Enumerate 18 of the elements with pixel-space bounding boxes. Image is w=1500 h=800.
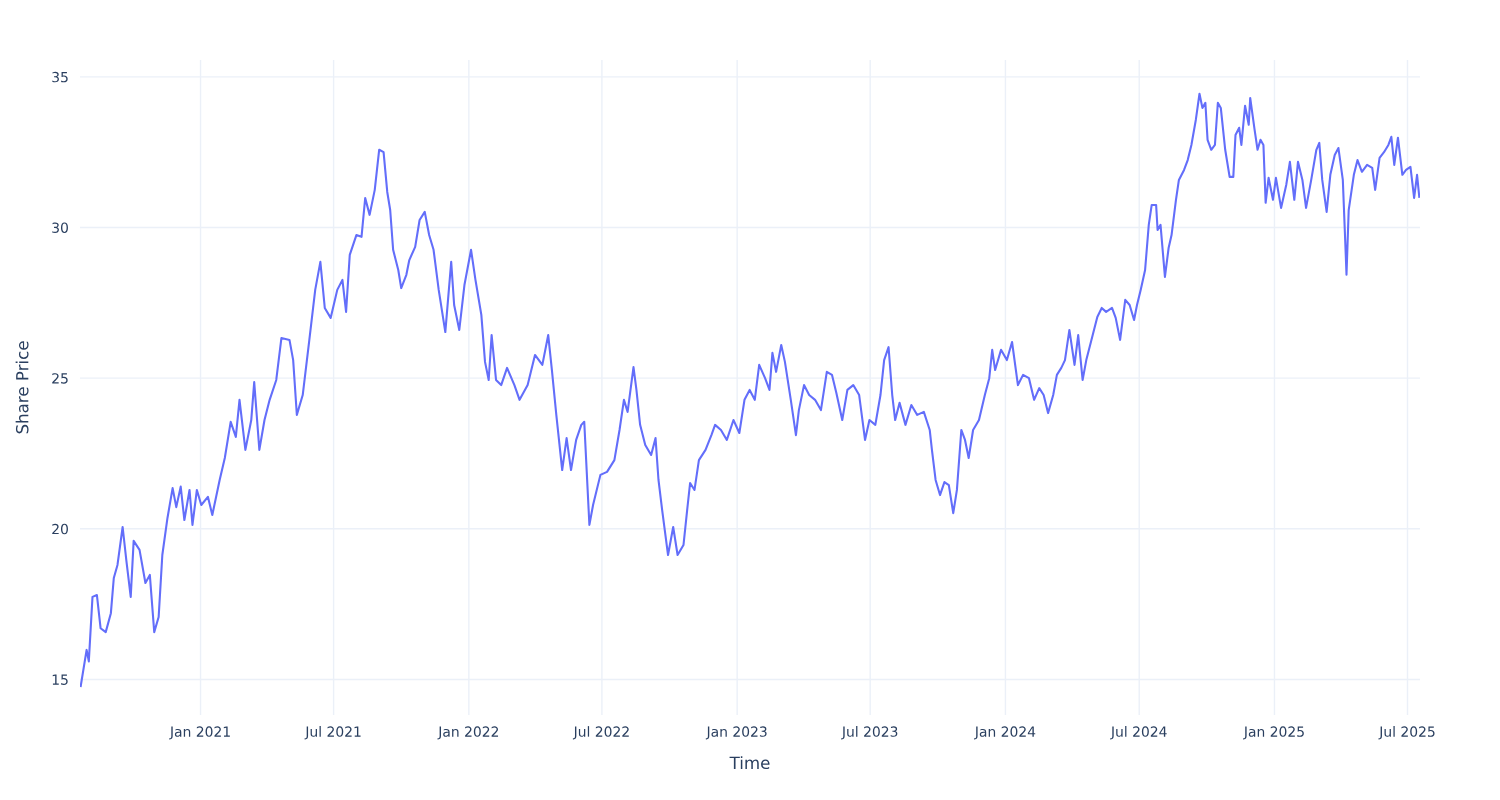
- x-tick-label: Jul 2022: [572, 726, 629, 740]
- y-tick-label: 25: [52, 373, 68, 384]
- x-axis-title: Time: [729, 756, 770, 770]
- line-series: [80, 92, 1420, 688]
- y-axis-title: Share Price: [15, 341, 29, 434]
- x-tick-label: Jan 2021: [169, 726, 230, 740]
- x-tick-label: Jul 2025: [1378, 726, 1435, 740]
- y-tick-label: 35: [52, 71, 68, 83]
- y-tick-label: 20: [52, 523, 68, 535]
- x-tick-label: Jul 2023: [841, 726, 898, 740]
- y-tick-label: 30: [52, 222, 68, 233]
- x-tick-label: Jan 2024: [974, 726, 1036, 740]
- x-tick-label: Jan 2023: [705, 726, 767, 740]
- y-tick-label: 15: [52, 674, 68, 685]
- x-tick-label: Jan 2025: [1243, 726, 1304, 740]
- x-tick-label: Jul 2024: [1110, 726, 1167, 740]
- x-tick-label: Jan 2022: [437, 726, 499, 740]
- x-tick-label: Jul 2021: [304, 726, 361, 740]
